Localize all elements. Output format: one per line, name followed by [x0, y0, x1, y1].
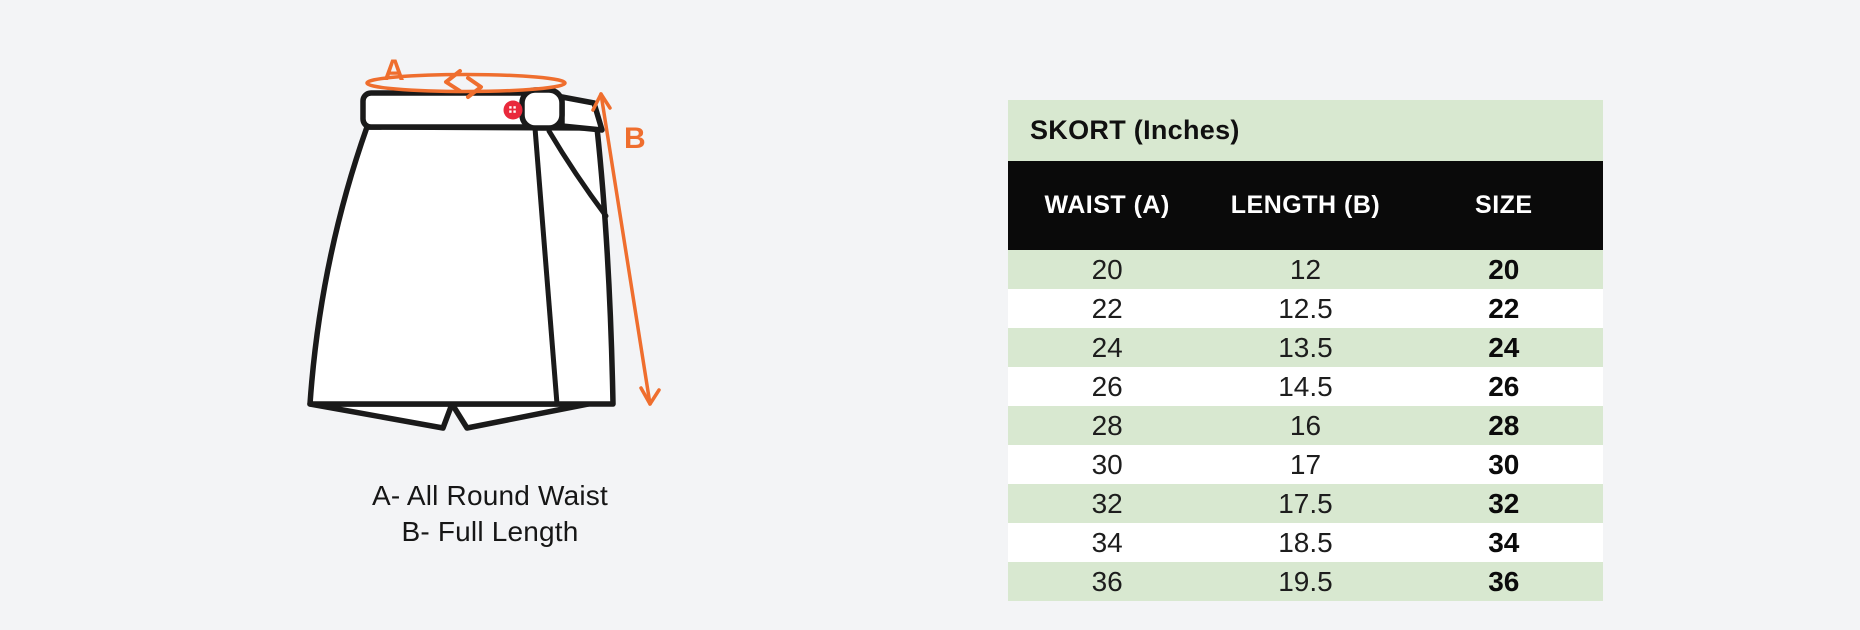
waistband-tab-shape: [519, 87, 565, 131]
length-cell: 17.5: [1278, 487, 1333, 519]
skort-body-shape: [307, 124, 616, 407]
table-row: 24 13.5 24: [1008, 328, 1603, 367]
size-cell: 24: [1488, 331, 1520, 363]
length-cell: 17: [1289, 448, 1322, 480]
length-cell: 19.5: [1278, 565, 1333, 597]
waist-measure-ellipse-icon: [365, 69, 567, 99]
table-header-row: WAIST (A) LENGTH (B) SIZE: [1008, 161, 1603, 250]
table-row: 30 17 30: [1008, 445, 1603, 484]
skort-measurement-illustration: A B: [307, 54, 661, 431]
measure-label-a: A: [383, 54, 405, 87]
wrap-panel-seam: [532, 127, 560, 405]
table-body: 20 12 20 22 12.5 22 24 13.5 24 26 14.5 2…: [1008, 250, 1603, 601]
waist-cell: 30: [1091, 448, 1123, 480]
size-cell: 22: [1488, 292, 1520, 324]
table-row: 28 16 28: [1008, 406, 1603, 445]
table-row: 22 12.5 22: [1008, 289, 1603, 328]
table-row: 26 14.5 26: [1008, 367, 1603, 406]
waist-cell: 28: [1091, 409, 1123, 441]
waist-cell: 24: [1091, 331, 1123, 363]
hem-flaps-shape: [307, 401, 591, 431]
table-row: 20 12 20: [1008, 250, 1603, 289]
column-header-waist: WAIST (A): [1044, 191, 1170, 219]
length-cell: 12: [1289, 253, 1322, 285]
table-row: 36 19.5 36: [1008, 562, 1603, 601]
measurement-legend: A- All Round Waist B- Full Length: [250, 478, 730, 550]
legend-line-b: B- Full Length: [401, 516, 579, 547]
length-cell: 16: [1289, 409, 1322, 441]
button-icon: [503, 100, 523, 120]
size-cell: 20: [1488, 253, 1520, 285]
legend-line-a: A- All Round Waist: [372, 480, 608, 511]
size-cell: 26: [1488, 370, 1520, 402]
waist-cell: 32: [1091, 487, 1123, 519]
size-chart-table: SKORT (Inches) WAIST (A) LENGTH (B) SIZE…: [1008, 100, 1603, 601]
waist-cell: 34: [1091, 526, 1123, 558]
pocket-seam: [546, 128, 609, 219]
size-cell: 30: [1488, 448, 1520, 480]
length-cell: 13.5: [1278, 331, 1333, 363]
length-cell: 18.5: [1278, 526, 1333, 558]
waist-cell: 26: [1091, 370, 1123, 402]
size-cell: 36: [1488, 565, 1520, 597]
column-header-length: LENGTH (B): [1230, 191, 1381, 219]
size-cell: 28: [1488, 409, 1520, 441]
table-title: SKORT (Inches): [1008, 100, 1603, 161]
table-row: 32 17.5 32: [1008, 484, 1603, 523]
length-cell: 12.5: [1278, 292, 1333, 324]
waist-cell: 20: [1091, 253, 1123, 285]
measure-label-b: B: [624, 122, 646, 155]
table-row: 34 18.5 34: [1008, 523, 1603, 562]
column-header-size: SIZE: [1475, 191, 1533, 219]
waist-cell: 36: [1091, 565, 1123, 597]
length-arrow-icon: [591, 92, 661, 406]
length-cell: 14.5: [1278, 370, 1333, 402]
size-cell: 34: [1488, 526, 1520, 558]
waist-cell: 22: [1091, 292, 1123, 324]
size-cell: 32: [1488, 487, 1520, 519]
